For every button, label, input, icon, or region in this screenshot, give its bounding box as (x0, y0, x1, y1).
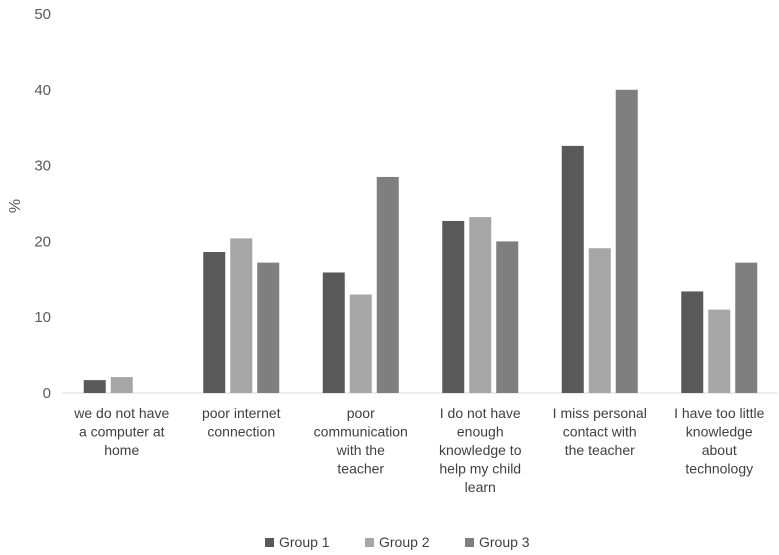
bar-group-1-cat-6 (681, 291, 704, 393)
bar-group-2-cat-5 (588, 248, 611, 393)
legend-label: Group 2 (379, 534, 430, 550)
category-label: we do not have a computer at home (73, 405, 169, 458)
y-tick-label: 50 (34, 6, 51, 23)
y-tick-label: 10 (34, 309, 51, 326)
bar-group-1-cat-5 (561, 145, 584, 393)
y-tick-label: 0 (43, 385, 51, 402)
y-axis-label: % (7, 199, 24, 213)
bar-group-1-cat-4 (442, 220, 465, 393)
category-label: poor communication with the teacher (314, 405, 408, 477)
legend-label: Group 3 (479, 534, 530, 550)
y-tick-label: 30 (34, 158, 51, 175)
bar-group-2-cat-6 (708, 309, 731, 393)
bar-group-1-cat-1 (83, 380, 106, 393)
category-label: poor internet connection (202, 405, 281, 440)
legend: Group 1 Group 2 Group 3 (265, 534, 530, 550)
category-label: I miss personal contact with the teacher (553, 405, 647, 458)
bar-group-2-cat-4 (469, 217, 492, 393)
bar-group-3-cat-2 (257, 262, 280, 393)
legend-swatch (465, 538, 474, 547)
bar-group-3-cat-6 (735, 262, 758, 393)
bar-group-1-cat-3 (322, 272, 345, 393)
category-labels: we do not have a computer at home poor inte… (73, 405, 764, 495)
bar-group-3-cat-4 (496, 241, 519, 393)
bar-group-3-cat-5 (615, 89, 638, 394)
bar-group-2-cat-1 (110, 377, 133, 393)
y-tick-label: 40 (34, 82, 51, 99)
y-axis-ticks: 0 10 20 30 40 50 (34, 6, 51, 402)
bar-group-3-cat-3 (376, 176, 399, 393)
legend-label: Group 1 (279, 534, 330, 550)
category-label: I have too little knowledge about technolog… (674, 405, 764, 477)
bar-group-1-cat-2 (203, 252, 226, 393)
category-label: I do not have enough knowledge to help my c… (439, 405, 522, 495)
legend-swatch (265, 538, 274, 547)
y-tick-label: 20 (34, 233, 51, 250)
bar-group-2-cat-2 (230, 238, 253, 393)
bars (83, 89, 758, 394)
legend-swatch (365, 538, 374, 547)
bar-group-2-cat-3 (349, 294, 372, 393)
